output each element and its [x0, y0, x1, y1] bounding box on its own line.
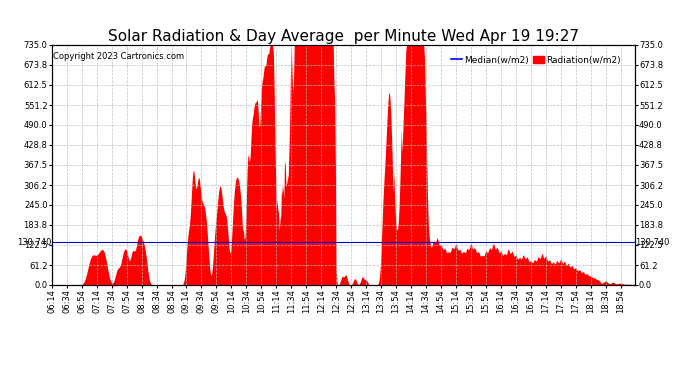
Legend: Median(w/m2), Radiation(w/m2): Median(w/m2), Radiation(w/m2) [447, 52, 624, 68]
Title: Solar Radiation & Day Average  per Minute Wed Apr 19 19:27: Solar Radiation & Day Average per Minute… [108, 29, 579, 44]
Text: 130.740: 130.740 [17, 238, 51, 247]
Text: Copyright 2023 Cartronics.com: Copyright 2023 Cartronics.com [53, 52, 184, 61]
Text: 130.740: 130.740 [635, 238, 670, 247]
